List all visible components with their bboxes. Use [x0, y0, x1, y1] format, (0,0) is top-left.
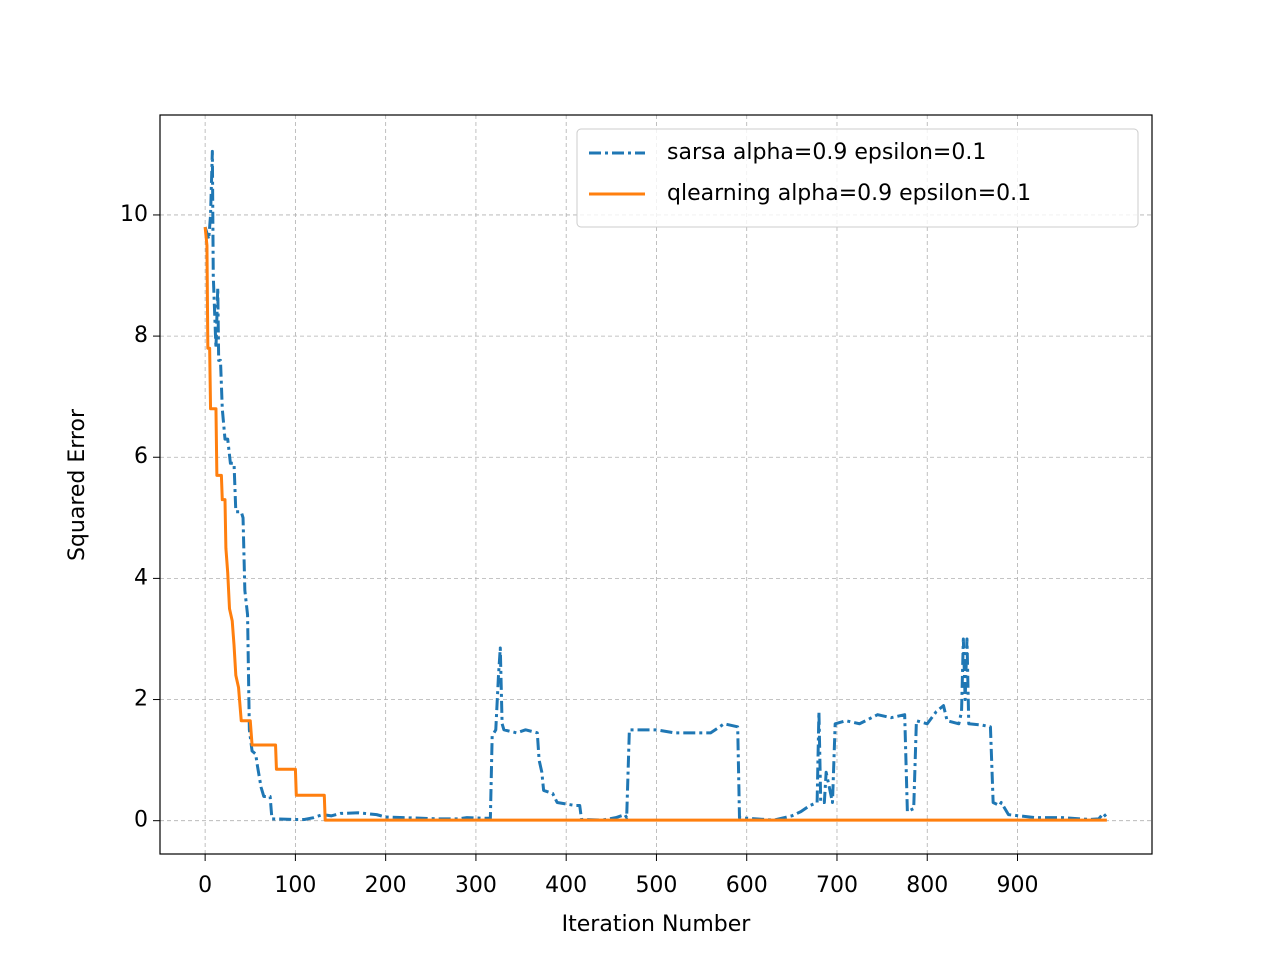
- y-tick-label: 4: [134, 565, 148, 590]
- line-series: [203, 149, 1109, 822]
- y-tick-label: 6: [134, 444, 148, 469]
- x-tick-label: 800: [906, 873, 948, 898]
- x-tick-label: 400: [545, 873, 587, 898]
- legend-box: [576, 128, 1139, 228]
- x-tick-label: 700: [816, 873, 858, 898]
- x-tick-label: 500: [635, 873, 677, 898]
- x-tick-label: 200: [365, 873, 407, 898]
- x-tick-label: 100: [274, 873, 316, 898]
- y-tick-label: 0: [134, 808, 148, 833]
- x-tick-label: 0: [198, 873, 212, 898]
- plot-frame: [159, 114, 1153, 855]
- legend-label: sarsa alpha=0.9 epsilon=0.1: [667, 140, 986, 165]
- y-tick-label: 2: [134, 687, 148, 712]
- line-series: [203, 226, 1107, 822]
- legend-label: qlearning alpha=0.9 epsilon=0.1: [667, 181, 1031, 206]
- x-tick-label: 900: [997, 873, 1039, 898]
- y-tick-label: 10: [120, 202, 148, 227]
- y-axis-label: Squared Error: [65, 408, 90, 561]
- x-tick-label: 300: [455, 873, 497, 898]
- x-axis-label: Iteration Number: [562, 912, 752, 937]
- y-tick-label: 8: [134, 323, 148, 348]
- x-tick-label: 600: [726, 873, 768, 898]
